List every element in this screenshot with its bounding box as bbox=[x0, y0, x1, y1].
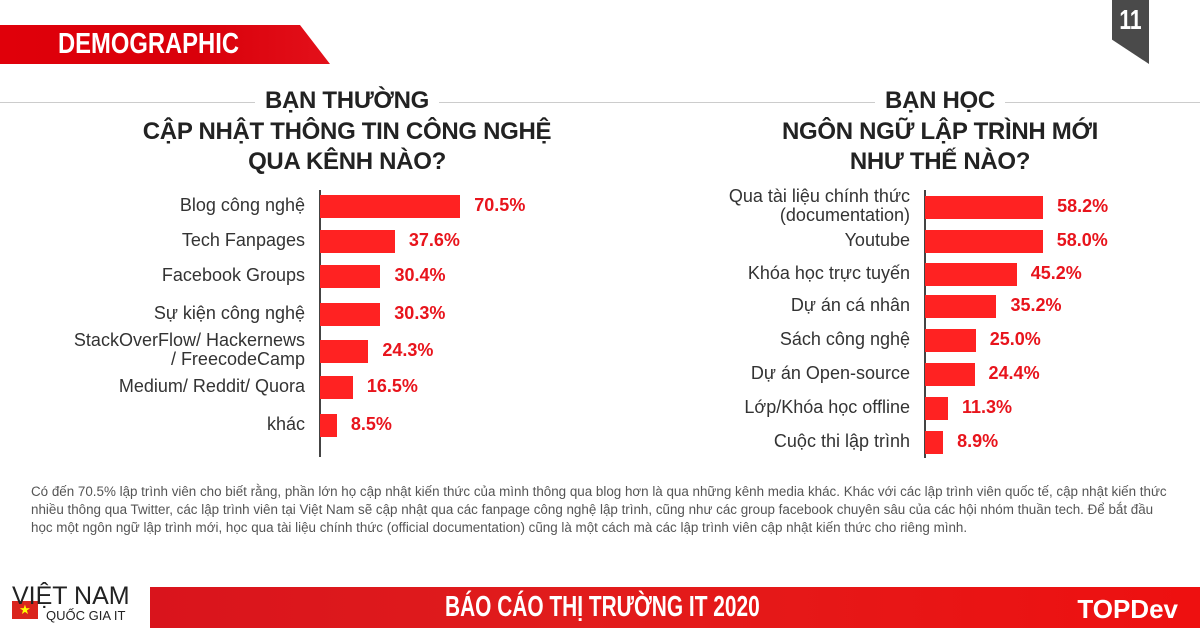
bar bbox=[320, 413, 337, 437]
category-label: Sách công nghệ bbox=[779, 328, 910, 349]
bar bbox=[320, 229, 395, 253]
section-banner: DEMOGRAPHIC bbox=[0, 25, 330, 64]
category-label-line: Cuộc thi lập trình bbox=[773, 430, 910, 451]
chart-title-left: BẠN THƯỜNG CẬP NHẬT THÔNG TIN CÔNG NGHỆ … bbox=[87, 86, 607, 178]
divider bbox=[0, 102, 1200, 103]
title-line: NHƯ THẾ NÀO? bbox=[849, 148, 1031, 175]
data-label: 45.2% bbox=[1030, 263, 1082, 283]
data-label: 11.3% bbox=[961, 397, 1012, 417]
category-label-line: Blog công nghệ bbox=[179, 194, 305, 215]
category-label: Sự kiện công nghệ bbox=[153, 302, 305, 323]
bar bbox=[925, 362, 975, 386]
category-label-line: khác bbox=[266, 413, 305, 434]
category-label: Medium/ Reddit/ Quora bbox=[118, 375, 305, 396]
category-label-line: (documentation) bbox=[779, 205, 910, 225]
bar bbox=[925, 328, 976, 352]
category-label: Tech Fanpages bbox=[181, 229, 305, 250]
section-title: DEMOGRAPHIC bbox=[58, 28, 240, 60]
bar bbox=[925, 262, 1017, 286]
bar bbox=[320, 194, 461, 218]
category-label: Cuộc thi lập trình bbox=[773, 430, 910, 451]
page-number: 11 bbox=[1119, 4, 1142, 35]
data-label: 24.4% bbox=[988, 363, 1040, 383]
data-label: 8.5% bbox=[350, 414, 392, 434]
topdev-logo: TOPDev bbox=[1077, 594, 1178, 624]
category-label: khác bbox=[266, 413, 305, 434]
data-label: 70.5% bbox=[474, 195, 526, 215]
title-line: CẬP NHẬT THÔNG TIN CÔNG NGHỆ bbox=[142, 117, 552, 145]
bar bbox=[320, 375, 353, 399]
bar bbox=[925, 396, 948, 420]
category-label: Youtube bbox=[844, 229, 910, 250]
vietnam-flag-icon: ★ bbox=[12, 601, 38, 619]
category-label-line: Dự án Open-source bbox=[750, 362, 910, 383]
category-label: Dự án Open-source bbox=[750, 362, 910, 383]
title-line: BẠN HỌC bbox=[875, 86, 1005, 117]
category-label: Khóa học trực tuyến bbox=[747, 262, 910, 283]
data-label: 30.3% bbox=[394, 303, 446, 323]
bar bbox=[320, 264, 381, 288]
bar bbox=[925, 430, 944, 454]
data-label: 58.2% bbox=[1057, 196, 1109, 216]
data-label: 24.3% bbox=[382, 340, 434, 360]
category-label-line: Youtube bbox=[844, 229, 910, 250]
category-label: Facebook Groups bbox=[161, 264, 305, 285]
category-label-line: StackOverFlow/ Hackernews bbox=[73, 330, 305, 350]
title-line: QUA KÊNH NÀO? bbox=[248, 148, 446, 175]
title-line: BẠN THƯỜNG bbox=[254, 86, 440, 117]
category-label-line: Medium/ Reddit/ Quora bbox=[118, 375, 305, 396]
chart-title-right: BẠN HỌC NGÔN NGỮ LẬP TRÌNH MỚI NHƯ THẾ N… bbox=[720, 86, 1160, 178]
category-label-line: Qua tài liệu chính thức bbox=[728, 186, 910, 206]
bar bbox=[925, 229, 1043, 253]
summary-note: Có đến 70.5% lập trình viên cho biết rằn… bbox=[31, 484, 1167, 535]
y-axis bbox=[924, 190, 926, 458]
category-label: Blog công nghệ bbox=[179, 194, 305, 215]
bar bbox=[320, 339, 369, 363]
category-label-line: Khóa học trực tuyến bbox=[747, 262, 910, 283]
category-label: Dự án cá nhân bbox=[790, 294, 910, 315]
bar bbox=[925, 294, 997, 318]
data-label: 8.9% bbox=[957, 431, 999, 451]
category-label-line: Sự kiện công nghệ bbox=[153, 302, 305, 323]
footer-bar: BÁO CÁO THỊ TRƯỜNG IT 2020 TOPDev bbox=[150, 587, 1200, 628]
category-label-line: Lớp/Khóa học offline bbox=[744, 396, 910, 417]
bar bbox=[925, 195, 1044, 219]
category-label-line: / FreecodeCamp bbox=[170, 349, 305, 369]
category-label: Lớp/Khóa học offline bbox=[744, 396, 910, 417]
category-label-line: Facebook Groups bbox=[161, 264, 305, 285]
data-label: 25.0% bbox=[989, 329, 1041, 349]
category-label: Qua tài liệu chính thức (documentation) bbox=[729, 187, 910, 225]
category-label-line: Sách công nghệ bbox=[779, 328, 910, 349]
category-label: StackOverFlow/ Hackernews / FreecodeCamp bbox=[74, 331, 305, 369]
data-label: 30.4% bbox=[394, 265, 446, 285]
data-label: 58.0% bbox=[1056, 230, 1108, 250]
data-label: 16.5% bbox=[366, 376, 418, 396]
category-label-line: Dự án cá nhân bbox=[790, 294, 910, 315]
bar bbox=[320, 302, 381, 326]
title-line: NGÔN NGỮ LẬP TRÌNH MỚI bbox=[781, 117, 1098, 145]
data-label: 37.6% bbox=[408, 230, 460, 250]
data-label: 35.2% bbox=[1010, 295, 1062, 315]
logo-quoc-gia-it: QUỐC GIA IT bbox=[46, 608, 126, 623]
logo-vietnam: VIỆT NAM bbox=[12, 582, 130, 610]
category-label-line: Tech Fanpages bbox=[181, 229, 305, 250]
footer-title: BÁO CÁO THỊ TRƯỜNG IT 2020 bbox=[445, 591, 760, 623]
